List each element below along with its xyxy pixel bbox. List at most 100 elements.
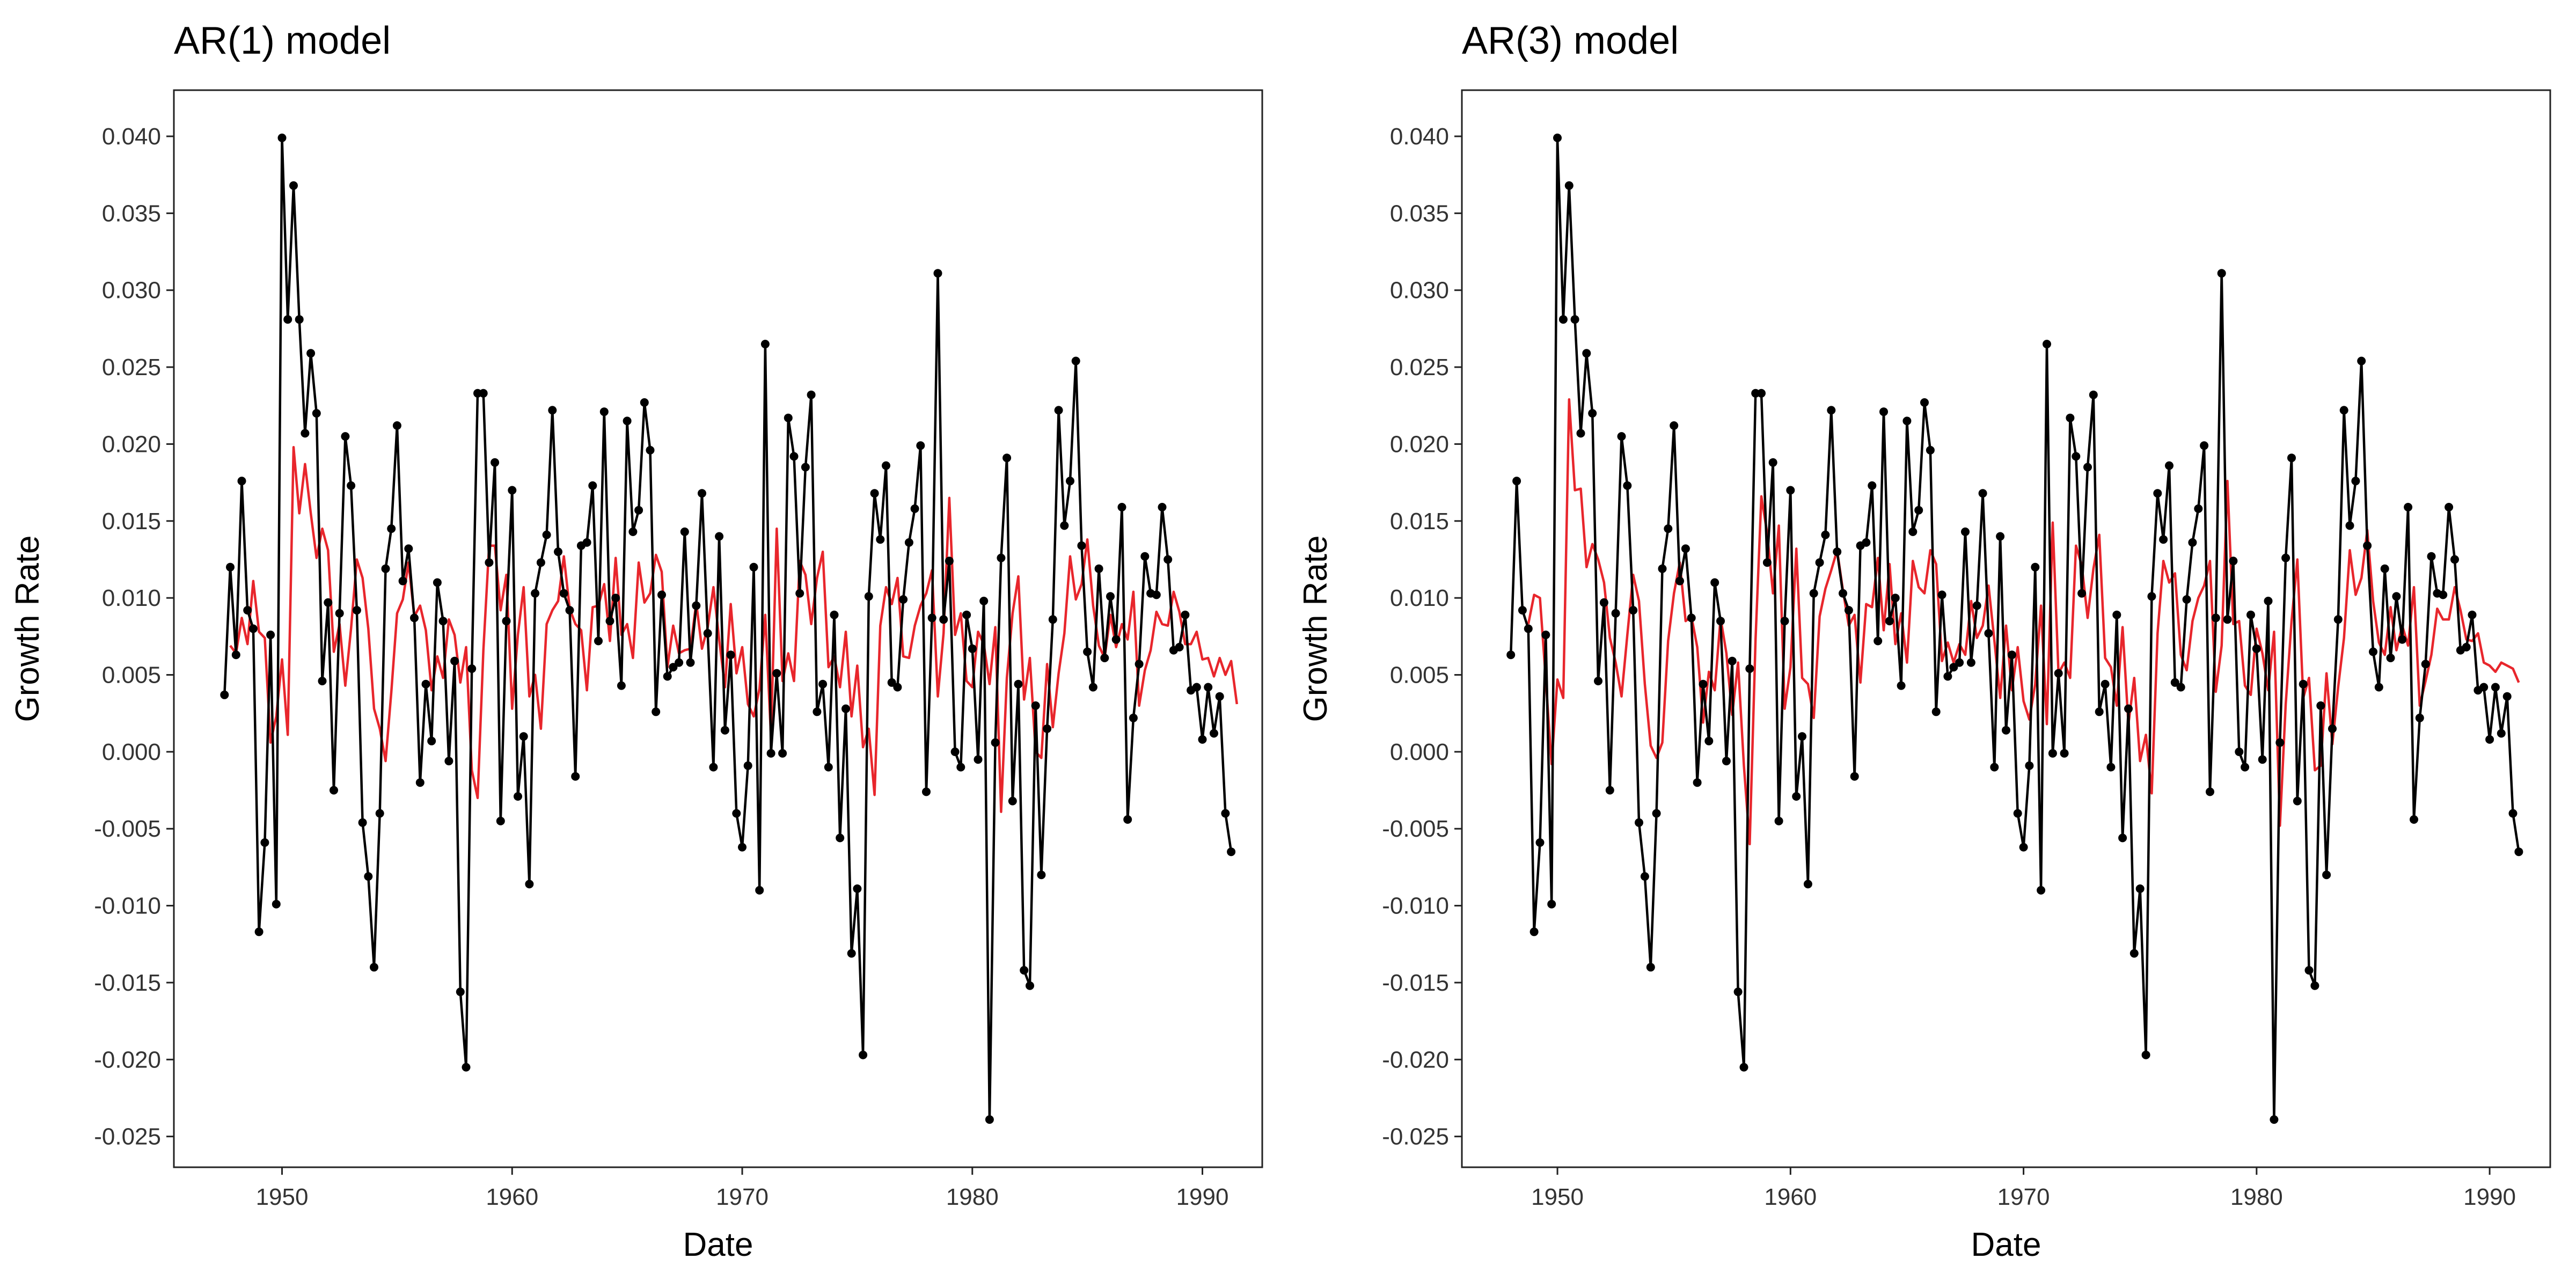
panel-2-observed-point: [1862, 538, 1871, 547]
panel-2-observed-point: [1640, 872, 1649, 881]
panel-2-observed-point: [2223, 615, 2232, 624]
panel-2-observed-point: [2007, 650, 2016, 660]
panel-1-observed-point: [387, 524, 396, 533]
panel-2-observed-point: [1739, 1063, 1748, 1072]
panel-2-observed-point: [2124, 704, 2133, 713]
panel-1-observed-point: [962, 610, 971, 619]
panel-1-observed-point: [582, 538, 591, 547]
panel-2-observed-point: [1605, 786, 1614, 795]
panel-1-observed-point: [732, 809, 741, 818]
panel-1-observed-point: [1204, 683, 1213, 692]
panel-2-observed-point: [1646, 963, 1655, 972]
panel-2-observed-point: [2369, 647, 2377, 656]
panel-2-observed-point: [2363, 541, 2372, 550]
panel-2-observed-point: [2002, 726, 2010, 735]
panel-2-observed-point: [2275, 738, 2285, 747]
panel-1-observed-point: [663, 672, 672, 681]
panel-2-observed-point: [2445, 503, 2454, 511]
panel-2-observed-point: [1803, 880, 1812, 889]
panel-2-observed-point: [2165, 461, 2174, 470]
panel-1-observed-point: [743, 761, 752, 770]
panel-2-observed-point: [1722, 757, 1731, 766]
panel-2-observed-point: [1792, 792, 1801, 801]
panel-1-observed-point: [680, 527, 689, 536]
panel-1-observed-point: [904, 538, 913, 547]
panel-1-observed-point: [1088, 683, 1097, 692]
panel-1-observed-point: [1192, 683, 1201, 692]
panel-1-y-axis-title: Growth Rate: [9, 535, 46, 722]
panel-2-observed-point: [2264, 596, 2273, 605]
panel-2-y-tick-label: -0.005: [1382, 816, 1449, 842]
panel-2-y-tick-label: 0.015: [1390, 508, 1449, 535]
panel-1-observed-point: [519, 732, 528, 741]
panel-2-observed-point: [1728, 656, 1737, 665]
panel-2-observed-point: [1699, 679, 1708, 689]
panel-1-observed-point: [968, 644, 977, 653]
panel-1-observed-point: [1020, 966, 1029, 975]
panel-2-y-tick-label: -0.015: [1382, 970, 1449, 996]
panel-1-observed-point: [1215, 692, 1224, 701]
panel-1-observed-point: [283, 315, 292, 324]
panel-2-observed-point: [2258, 755, 2267, 764]
panel-2-title: AR(3) model: [1462, 19, 1679, 62]
panel-1-observed-point: [974, 755, 983, 764]
panel-1-observed-point: [548, 406, 557, 415]
panel-2-y-tick-label: -0.010: [1382, 893, 1449, 919]
panel-1-observed-point: [715, 532, 724, 541]
panel-2-y-tick-label: 0.010: [1390, 585, 1449, 611]
panel-2-observed-point: [2101, 679, 2110, 689]
panel-1-observed-point: [1152, 590, 1161, 599]
panel-1-observed-point: [864, 592, 873, 601]
panel-1-observed-point: [950, 747, 960, 756]
panel-2-observed-point: [2241, 763, 2250, 772]
panel-1-observed-point: [1060, 521, 1069, 530]
panel-2-observed-point: [1658, 564, 1667, 573]
panel-1-observed-point: [634, 506, 643, 515]
panel-1-observed-point: [813, 707, 822, 716]
panel-1-observed-point: [749, 562, 758, 572]
panel-2-observed-point: [2077, 589, 2087, 598]
panel-1-observed-point: [1094, 564, 1103, 573]
panel-1-y-tick-label: -0.005: [94, 816, 161, 842]
panel-1-observed-point: [514, 792, 522, 801]
panel-2-observed-point: [2235, 747, 2244, 756]
panel-1-observed-point: [945, 557, 954, 566]
panel-2-observed-point: [1978, 489, 1987, 498]
panel-2-y-tick-label: -0.020: [1382, 1046, 1449, 1073]
panel-1-observed-point: [554, 547, 562, 557]
panel-1-observed-point: [703, 629, 712, 638]
panel-2-observed-point: [2135, 884, 2145, 893]
panel-2-observed-point: [1623, 481, 1632, 490]
panel-1-observed-line: [223, 136, 1233, 1121]
panel-1-observed-point: [1181, 610, 1190, 619]
panel-1-observed-point: [1026, 981, 1034, 990]
panel-2-observed-point: [1762, 558, 1772, 567]
panel-1-observed-point: [956, 763, 965, 772]
panel-2-observed-point: [2072, 452, 2081, 461]
panel-2-observed-point: [2194, 504, 2203, 513]
panel-1-observed-point: [508, 486, 517, 495]
panel-1-observed-point: [536, 558, 545, 567]
panel-1-observed-point: [485, 558, 494, 567]
panel-1-observed-point: [847, 949, 856, 958]
panel-2-observed-point: [2410, 815, 2418, 824]
panel-1-observed-point: [882, 461, 890, 470]
panel-2-observed-point: [1535, 838, 1545, 847]
panel-2-x-tick-label: 1950: [1531, 1184, 1584, 1210]
panel-2-observed-point: [2054, 669, 2063, 678]
panel-2-observed-point: [2182, 595, 2191, 604]
panel-2-observed-point: [2083, 463, 2092, 472]
panel-2-observed-point: [2304, 966, 2314, 975]
panel-2-observed-point: [2270, 1115, 2279, 1124]
panel-2-observed-point: [2095, 707, 2104, 716]
panel-2-observed-point: [2060, 749, 2069, 758]
panel-2-observed-point: [2066, 413, 2075, 422]
panel-1-observed-point: [444, 757, 453, 766]
panel-1-observed-point: [611, 594, 620, 603]
panel-1-observed-point: [1071, 356, 1080, 365]
panel-2-observed-point: [1780, 617, 1789, 626]
panel-2-observed-point: [1524, 624, 1533, 633]
panel-1-y-tick-label: -0.010: [94, 893, 161, 919]
panel-1-observed-point: [709, 763, 718, 772]
